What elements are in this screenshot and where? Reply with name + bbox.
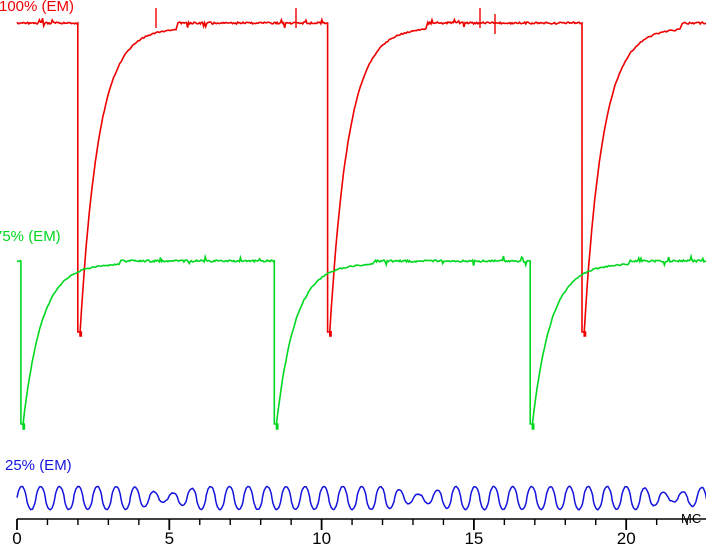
series-red-100-percent xyxy=(16,8,706,337)
series-green-75-percent xyxy=(16,253,706,430)
series-label-100-percent: 100% (EM) xyxy=(0,0,75,15)
x-axis-tick-label: 20 xyxy=(617,529,636,545)
series-label-75-percent: 75% (EM) xyxy=(0,228,61,245)
x-axis-tick-label: 10 xyxy=(312,529,331,545)
x-axis-tick-label: 5 xyxy=(165,529,174,545)
x-axis-tick-label: 15 xyxy=(464,529,483,545)
series-blue-25-percent xyxy=(16,485,706,511)
x-axis-tick-labels: 051015202530 xyxy=(12,529,636,545)
x-axis-unit-label: MC xyxy=(681,511,702,526)
x-axis-tick-label: 0 xyxy=(12,529,21,545)
series-label-25-percent: 25% (EM) xyxy=(5,457,72,474)
x-axis xyxy=(16,518,706,530)
